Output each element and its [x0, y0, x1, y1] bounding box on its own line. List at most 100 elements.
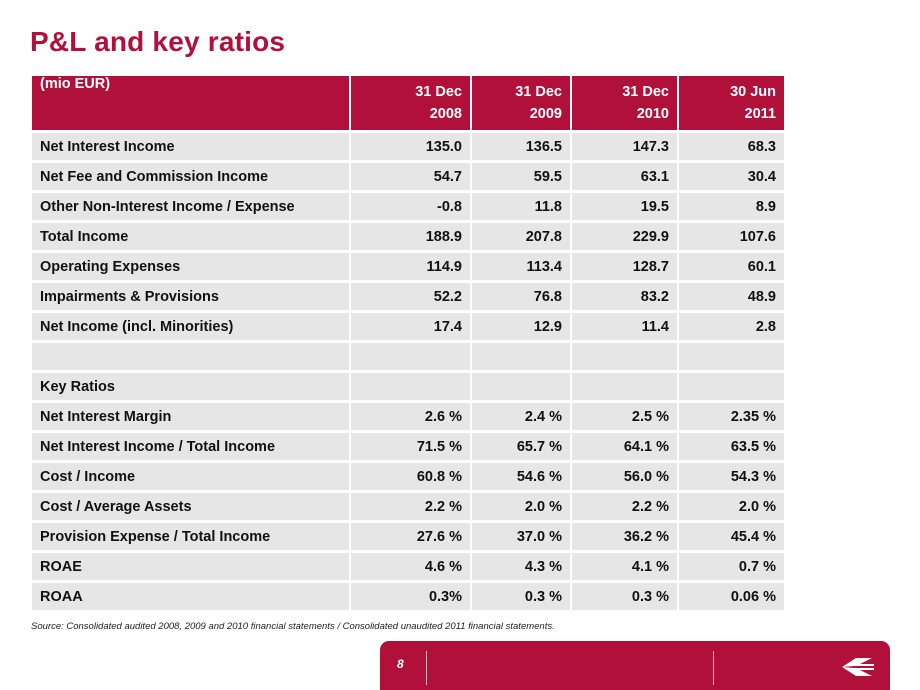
row-value: 11.4	[572, 313, 677, 340]
row-value: 2.8	[679, 313, 784, 340]
row-value: 30.4	[679, 163, 784, 190]
column-header: 31 Dec 2009	[472, 76, 570, 130]
column-header-period: 31 Dec	[515, 84, 562, 100]
row-label: Net Fee and Commission Income	[32, 163, 349, 190]
row-value: 63.1	[572, 163, 677, 190]
row-value	[472, 373, 570, 400]
table-row	[32, 343, 784, 370]
table-row: Cost / Income 60.8 % 54.6 % 56.0 % 54.3 %	[32, 463, 784, 490]
row-value: 114.9	[351, 253, 470, 280]
table-row: Net Interest Income / Total Income 71.5 %…	[32, 433, 784, 460]
table-row: ROAE 4.6 % 4.3 % 4.1 % 0.7 %	[32, 553, 784, 580]
row-value: 0.7 %	[679, 553, 784, 580]
row-label: Cost / Average Assets	[32, 493, 349, 520]
row-label	[32, 343, 349, 370]
row-value	[572, 343, 677, 370]
row-label: Net Interest Margin	[32, 403, 349, 430]
row-value: 2.4 %	[472, 403, 570, 430]
row-value: 2.2 %	[572, 493, 677, 520]
table-row: Net Income (incl. Minorities) 17.4 12.9 11.…	[32, 313, 784, 340]
table-row: Impairments & Provisions 52.2 76.8 83.2 48.9	[32, 283, 784, 310]
column-header: 31 Dec 2008	[351, 76, 470, 130]
unit-label: (mio EUR)	[32, 76, 349, 130]
table-row: Net Interest Income 135.0 136.5 147.3 68.3	[32, 133, 784, 160]
row-value: 2.2 %	[351, 493, 470, 520]
table-row: Net Interest Margin 2.6 % 2.4 % 2.5 % 2.35 %	[32, 403, 784, 430]
row-value: 0.3 %	[572, 583, 677, 610]
row-label: Key Ratios	[32, 373, 349, 400]
row-label: Other Non-Interest Income / Expense	[32, 193, 349, 220]
row-value: 11.8	[472, 193, 570, 220]
row-value: 207.8	[472, 223, 570, 250]
row-value: 48.9	[679, 283, 784, 310]
row-value: 52.2	[351, 283, 470, 310]
row-value: 60.1	[679, 253, 784, 280]
row-label: Impairments & Provisions	[32, 283, 349, 310]
table-row: Cost / Average Assets 2.2 % 2.0 % 2.2 % 2.0 …	[32, 493, 784, 520]
row-value: 147.3	[572, 133, 677, 160]
row-label: Operating Expenses	[32, 253, 349, 280]
row-value: 2.5 %	[572, 403, 677, 430]
row-value: 0.3 %	[472, 583, 570, 610]
row-label: Net Income (incl. Minorities)	[32, 313, 349, 340]
row-value: 37.0 %	[472, 523, 570, 550]
column-header-year: 2011	[744, 106, 776, 122]
row-value: 71.5 %	[351, 433, 470, 460]
row-value: 64.1 %	[572, 433, 677, 460]
row-value: 188.9	[351, 223, 470, 250]
column-header-year: 2009	[529, 106, 562, 122]
row-value: 4.3 %	[472, 553, 570, 580]
row-value: 68.3	[679, 133, 784, 160]
pl-table: (mio EUR) 31 Dec 2008 31 Dec 2009 31 Dec…	[30, 73, 786, 613]
table-row: Other Non-Interest Income / Expense -0.8 1…	[32, 193, 784, 220]
row-label: Net Interest Income	[32, 133, 349, 160]
row-value: 8.9	[679, 193, 784, 220]
row-value: 45.4 %	[679, 523, 784, 550]
footer-bar: 8	[380, 641, 890, 690]
row-label: ROAE	[32, 553, 349, 580]
row-value: 229.9	[572, 223, 677, 250]
row-value: 2.6 %	[351, 403, 470, 430]
source-note: Source: Consolidated audited 2008, 2009 …	[31, 621, 555, 632]
table-row: Provision Expense / Total Income 27.6 % 37…	[32, 523, 784, 550]
row-value: 60.8 %	[351, 463, 470, 490]
row-value: 63.5 %	[679, 433, 784, 460]
row-value: 136.5	[472, 133, 570, 160]
row-value: 0.06 %	[679, 583, 784, 610]
row-value	[472, 343, 570, 370]
bank-logo-icon	[842, 658, 874, 676]
footer-divider	[426, 651, 427, 685]
page-title: P&L and key ratios	[30, 26, 286, 57]
row-value: 27.6 %	[351, 523, 470, 550]
column-header: 31 Dec 2010	[572, 76, 677, 130]
row-value: -0.8	[351, 193, 470, 220]
row-value: 4.6 %	[351, 553, 470, 580]
row-value: 36.2 %	[572, 523, 677, 550]
row-value: 17.4	[351, 313, 470, 340]
row-value: 2.0 %	[472, 493, 570, 520]
row-label: Total Income	[32, 223, 349, 250]
row-value: 135.0	[351, 133, 470, 160]
row-value: 56.0 %	[572, 463, 677, 490]
row-value: 54.7	[351, 163, 470, 190]
table-header-row: (mio EUR) 31 Dec 2008 31 Dec 2009 31 Dec…	[32, 76, 784, 130]
row-label: Cost / Income	[32, 463, 349, 490]
column-header-period: 31 Dec	[415, 84, 462, 100]
table-row: Operating Expenses 114.9 113.4 128.7 60.1	[32, 253, 784, 280]
table-row: Net Fee and Commission Income 54.7 59.5 63.…	[32, 163, 784, 190]
table-row: Key Ratios	[32, 373, 784, 400]
footer-divider	[713, 651, 714, 685]
row-value: 83.2	[572, 283, 677, 310]
row-label: Provision Expense / Total Income	[32, 523, 349, 550]
column-header-period: 30 Jun	[730, 84, 776, 100]
row-label: ROAA	[32, 583, 349, 610]
row-value: 65.7 %	[472, 433, 570, 460]
row-value	[679, 373, 784, 400]
column-header-year: 2008	[429, 106, 462, 122]
column-header: 30 Jun 2011	[679, 76, 784, 130]
row-value	[679, 343, 784, 370]
row-value: 0.3%	[351, 583, 470, 610]
row-value: 54.3 %	[679, 463, 784, 490]
row-value	[351, 343, 470, 370]
row-value: 59.5	[472, 163, 570, 190]
